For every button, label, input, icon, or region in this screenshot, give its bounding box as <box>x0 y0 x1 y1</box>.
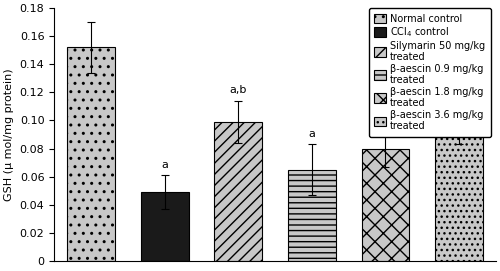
Bar <box>214 122 262 261</box>
Text: a,b: a,b <box>450 92 468 102</box>
Bar <box>67 47 115 261</box>
Legend: Normal control, CCl$_4$ control, Silymarin 50 mg/kg
treated, β-aescin 0.9 mg/kg
: Normal control, CCl$_4$ control, Silymar… <box>368 8 491 137</box>
Bar <box>140 192 188 261</box>
Text: a,b: a,b <box>376 115 394 125</box>
Bar <box>435 126 483 261</box>
Y-axis label: GSH (μ mol/mg protein): GSH (μ mol/mg protein) <box>4 68 14 201</box>
Bar <box>288 170 336 261</box>
Text: a: a <box>161 160 168 170</box>
Text: a,b: a,b <box>230 85 247 95</box>
Text: a: a <box>308 129 316 139</box>
Bar <box>362 149 410 261</box>
